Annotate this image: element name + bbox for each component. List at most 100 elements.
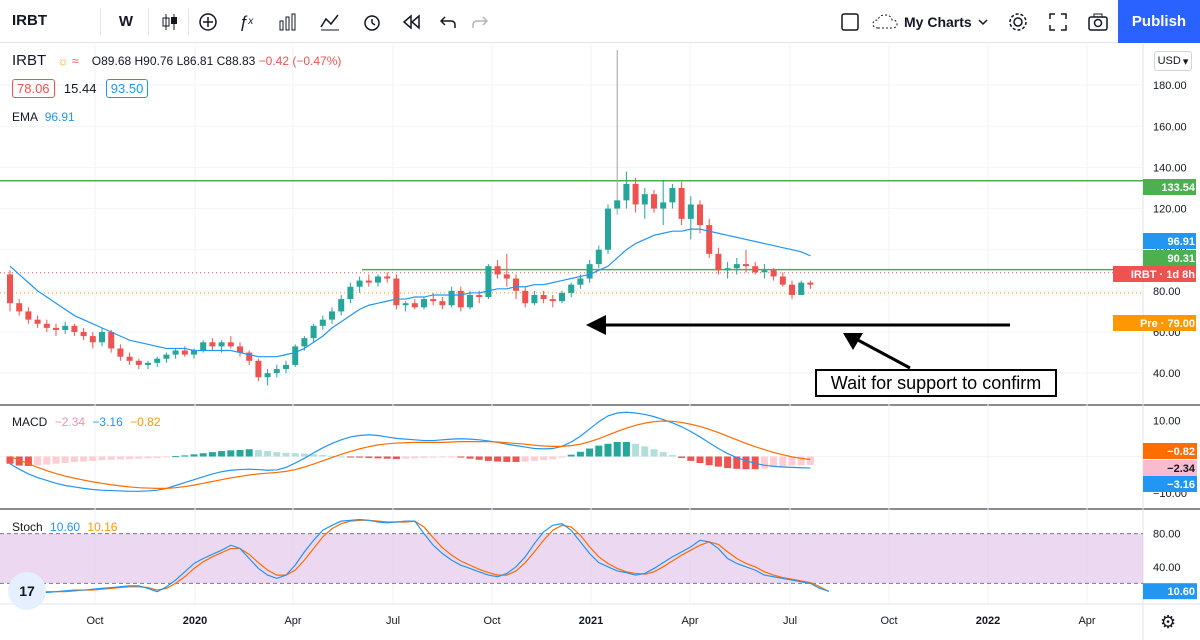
- price-legend: IRBT ☼ ≈ O89.68 H90.76 L86.81 C88.83 −0.…: [12, 52, 341, 69]
- stoch-k-line: [9, 518, 829, 594]
- price-tick-label: 80.00: [1153, 286, 1181, 298]
- candles-icon[interactable]: [156, 8, 184, 35]
- compare-icon[interactable]: [316, 8, 344, 35]
- macd-histogram-bar: [668, 455, 676, 457]
- time-tick-label: Apr: [1078, 615, 1095, 627]
- currency-button[interactable]: USD ▾: [1154, 51, 1192, 71]
- camera-icon[interactable]: [1084, 8, 1112, 35]
- macd-histogram-bar: [742, 456, 750, 470]
- time-tick-label: Apr: [284, 615, 301, 627]
- interval-button[interactable]: W: [118, 13, 134, 30]
- macd-histogram-bar: [126, 456, 134, 460]
- add-indicator-icon[interactable]: [194, 8, 222, 35]
- macd-histogram-bar: [80, 456, 88, 462]
- stoch-tick-label: 40.00: [1153, 562, 1181, 574]
- fullscreen-icon[interactable]: [1044, 8, 1072, 35]
- alert-icon[interactable]: [358, 8, 386, 35]
- macd-histogram-bar: [438, 456, 446, 458]
- candle-body: [540, 294, 547, 300]
- macd-histogram-bar: [199, 453, 207, 457]
- checkbox-icon[interactable]: [836, 8, 864, 35]
- macd-histogram-bar: [61, 456, 69, 464]
- legend-symbol: IRBT: [12, 52, 47, 69]
- macd-histogram-bar: [650, 449, 658, 457]
- tradingview-logo: 17: [8, 572, 46, 610]
- candle-body: [724, 268, 731, 271]
- macd-histogram-bar: [622, 442, 630, 457]
- macd-histogram-bar: [530, 456, 538, 461]
- candle-body: [273, 369, 280, 374]
- time-tick-label: Oct: [880, 615, 897, 627]
- macd-histogram-bar: [236, 449, 244, 457]
- price-tick-label: 140.00: [1153, 162, 1187, 174]
- macd-label: MACD: [12, 415, 48, 429]
- ema-line: [9, 228, 811, 358]
- symbol-search-button[interactable]: IRBT: [12, 12, 47, 29]
- candle-body: [522, 290, 529, 304]
- macd-histogram-bar: [208, 452, 216, 457]
- macd-histogram-bar: [475, 456, 483, 460]
- time-tick-label: Apr: [681, 615, 698, 627]
- candle-body: [779, 276, 786, 285]
- candle-body: [319, 319, 326, 326]
- candle-body: [411, 303, 418, 308]
- redo-icon[interactable]: [468, 8, 492, 35]
- macd-histogram-bar: [402, 456, 410, 459]
- my-charts-menu[interactable]: My Charts: [872, 8, 988, 35]
- candle-body: [770, 270, 777, 277]
- gear-icon[interactable]: [1004, 8, 1032, 35]
- macd-histogram-bar: [328, 455, 336, 457]
- annotation-callout[interactable]: Wait for support to confirm: [815, 369, 1057, 397]
- macd-histogram-bar: [264, 451, 272, 457]
- macd-tag-label: −2.34: [1167, 463, 1196, 475]
- ask-box[interactable]: 93.50: [105, 79, 149, 98]
- stoch-tick-label: 80.00: [1153, 529, 1181, 541]
- candle-body: [660, 202, 667, 209]
- macd-histogram-bar: [374, 456, 382, 459]
- bid-box[interactable]: 78.06: [12, 79, 55, 98]
- candle-body: [485, 266, 492, 298]
- price-tag: [1113, 315, 1196, 331]
- publish-button[interactable]: Publish: [1118, 0, 1200, 43]
- candle-body: [80, 332, 87, 337]
- candle-body: [62, 325, 69, 330]
- legend-change: −0.42 (−0.47%): [258, 54, 342, 68]
- cloud-icon: [872, 13, 898, 28]
- candle-body: [200, 342, 207, 351]
- macd-histogram-bar: [604, 443, 612, 457]
- price-tick-label: 180.00: [1153, 80, 1187, 92]
- macd-histogram-bar: [144, 456, 152, 459]
- settings-gear-icon[interactable]: ⚙: [1160, 612, 1177, 632]
- macd-histogram-bar: [383, 456, 391, 459]
- candle-body: [329, 311, 335, 320]
- macd-histogram-bar: [549, 456, 557, 460]
- candle-body: [172, 350, 179, 355]
- candle-body: [743, 264, 749, 267]
- macd-histogram-bar: [153, 456, 161, 458]
- undo-icon[interactable]: [436, 8, 460, 35]
- macd-histogram-bar: [457, 456, 465, 458]
- candle-body: [632, 183, 639, 205]
- candle-body: [651, 194, 657, 209]
- candle-body: [53, 327, 59, 330]
- macd-histogram-bar: [162, 456, 170, 458]
- stoch-legend: Stoch 10.60 10.16: [12, 520, 117, 534]
- ema-value: 96.91: [44, 110, 75, 124]
- replay-icon[interactable]: [398, 8, 426, 35]
- macd-histogram-bar: [512, 456, 520, 462]
- macd-histogram-bar: [770, 456, 778, 468]
- chevron-down-icon: ▾: [1182, 55, 1189, 68]
- time-tick-label: 2020: [183, 615, 207, 627]
- financials-icon[interactable]: [274, 8, 302, 35]
- macd-histogram-bar: [346, 456, 354, 458]
- candle-body: [577, 278, 584, 285]
- candle-body: [623, 183, 630, 201]
- macd-histogram-bar: [365, 456, 373, 458]
- stoch-tag: [1143, 583, 1197, 600]
- macd-histogram-bar: [466, 456, 474, 459]
- macd-histogram-bar: [448, 456, 456, 458]
- arrow-line: [855, 337, 911, 370]
- candle-body: [145, 362, 151, 365]
